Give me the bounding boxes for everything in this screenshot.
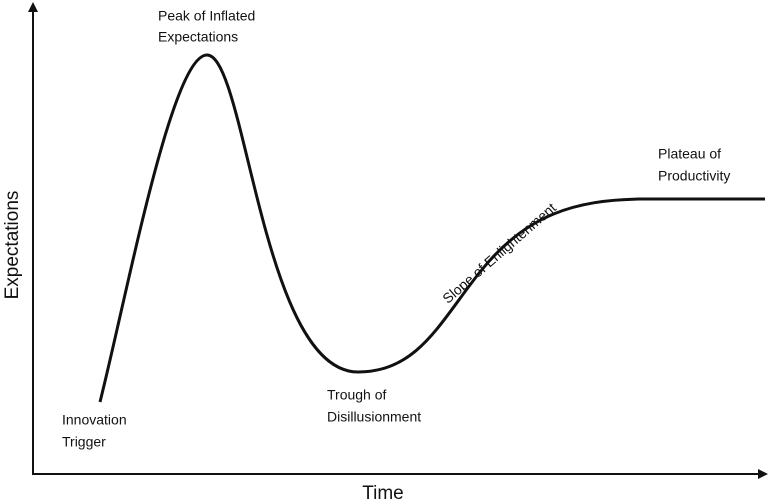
x-axis-label: Time (362, 483, 404, 504)
phase-label: Innovation (62, 412, 127, 428)
phase-label: Productivity (658, 168, 730, 184)
y-axis-label: Expectations (2, 191, 23, 300)
phase-label: Disillusionment (327, 409, 421, 425)
phase-label: Plateau of (658, 146, 721, 162)
phase-label: Slope of Enlightenment (439, 199, 559, 306)
phase-label: Trigger (62, 434, 106, 450)
phase-label: Expectations (158, 29, 238, 45)
phase-label: Trough of (327, 387, 387, 403)
hype-curve (98, 53, 765, 403)
phase-label: Peak of Inflated (158, 8, 255, 24)
